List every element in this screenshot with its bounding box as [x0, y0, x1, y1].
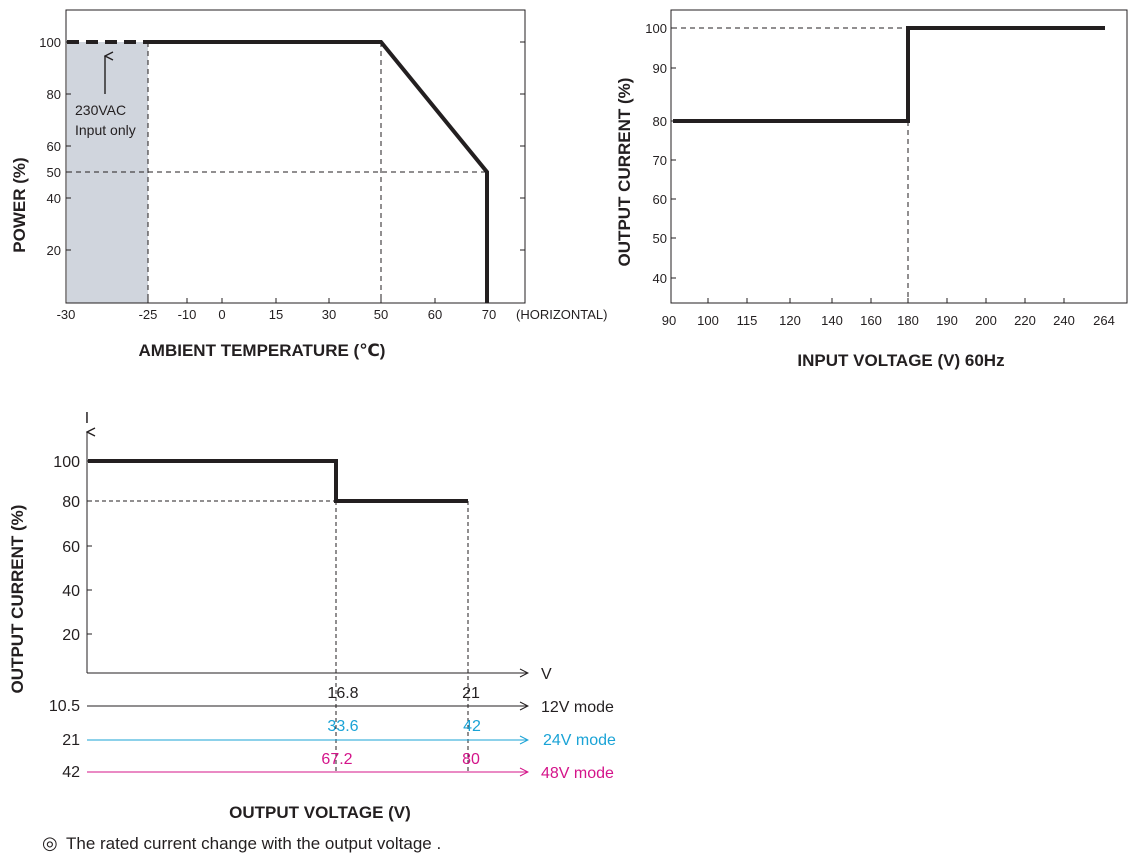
- x-tick-label: 180: [897, 313, 919, 328]
- mode-48v-start: 42: [62, 764, 80, 781]
- y-tick-label: 80: [62, 494, 80, 511]
- x-tick-label: -30: [57, 307, 76, 322]
- y-tick-label: 80: [47, 87, 61, 102]
- shaded-note-line1: 230VAC: [75, 102, 126, 118]
- x-tick-label: 50: [374, 307, 388, 322]
- x-tick-label: 90: [662, 313, 676, 328]
- static-y-tick-labels: 100 90 80 70 60 50 40: [645, 21, 667, 286]
- mode-start-labels: 10.5 21 42: [49, 698, 80, 781]
- derating-x-axis-title: AMBIENT TEMPERATURE (℃): [139, 341, 386, 360]
- x-tick-label: 115: [737, 313, 758, 328]
- mode-48v-name: 48V mode: [541, 765, 614, 782]
- derating-y-axis-title: POWER (%): [10, 157, 29, 252]
- iv-y-axis-title: OUTPUT CURRENT (%): [8, 505, 27, 694]
- x-tick-label: 60: [428, 307, 442, 322]
- x-tick-label: 120: [779, 313, 801, 328]
- x-tick-label: 264: [1093, 313, 1115, 328]
- footnote-text: The rated current change with the output…: [66, 834, 441, 853]
- static-y-ticks: [671, 27, 676, 279]
- mode-12v-start: 10.5: [49, 698, 80, 715]
- mode-12v-v1: 16.8: [327, 685, 358, 702]
- iv-y-tick-labels: 100 80 60 40 20: [53, 454, 80, 644]
- y-tick-label: 20: [47, 243, 61, 258]
- static-x-ticks: [707, 298, 1065, 303]
- iv-x-axis-title: OUTPUT VOLTAGE (V): [229, 803, 411, 822]
- y-tick-label: 70: [653, 153, 667, 168]
- derating-y-tick-labels: 100 80 60 50 40 20: [39, 35, 61, 258]
- derating-x-suffix: (HORIZONTAL): [516, 307, 607, 322]
- mode-24v-start: 21: [62, 732, 80, 749]
- x-tick-label: 240: [1053, 313, 1075, 328]
- y-tick-label: 50: [653, 231, 667, 246]
- y-tick-label: 40: [62, 583, 80, 600]
- x-tick-label: 30: [322, 307, 336, 322]
- x-tick-label: 70: [482, 307, 496, 322]
- mode-24v-v1: 33.6: [327, 718, 358, 735]
- y-tick-label: 100: [645, 21, 667, 36]
- x-tick-label: 220: [1014, 313, 1036, 328]
- footnote-symbol: ◎: [42, 833, 58, 853]
- y-tick-label: 20: [62, 627, 80, 644]
- y-tick-label: 100: [53, 454, 80, 471]
- mode-24v-v2: 42: [463, 718, 481, 735]
- static-x-tick-labels: 90 100 115 120 140 160 180 190 200 220 2…: [662, 313, 1115, 328]
- mode-12v-v2: 21: [462, 685, 480, 702]
- derating-chart: 230VAC Input only 100 80 60 50 40 20 -30…: [10, 9, 607, 360]
- static-frame: [670, 9, 1128, 304]
- iv-x-axis-symbol: V: [541, 666, 552, 683]
- y-tick-label: 90: [653, 61, 667, 76]
- mode-value-labels: 16.8 21 33.6 42 67.2 80: [321, 685, 481, 768]
- mode-48v-v1: 67.2: [321, 751, 352, 768]
- x-tick-label: 15: [269, 307, 283, 322]
- mode-12v-name: 12V mode: [541, 699, 614, 716]
- iv-y-ticks: [87, 460, 92, 635]
- y-tick-label: 50: [47, 165, 61, 180]
- static-series-current: [673, 26, 1105, 123]
- x-tick-label: 0: [218, 307, 225, 322]
- y-tick-label: 60: [653, 192, 667, 207]
- static-y-axis-title: OUTPUT CURRENT (%): [615, 78, 634, 267]
- x-tick-label: -25: [139, 307, 158, 322]
- y-tick-label: 60: [47, 139, 61, 154]
- y-tick-label: 80: [653, 114, 667, 129]
- static-x-axis-title: INPUT VOLTAGE (V) 60Hz: [797, 351, 1004, 370]
- iv-series-current: [88, 459, 468, 503]
- shaded-note-line2: Input only: [75, 122, 136, 138]
- mode-24v-name: 24V mode: [543, 732, 616, 749]
- y-tick-label: 60: [62, 539, 80, 556]
- x-tick-label: 100: [697, 313, 719, 328]
- y-tick-label: 40: [47, 191, 61, 206]
- x-tick-label: -10: [178, 307, 197, 322]
- x-tick-label: 190: [936, 313, 958, 328]
- x-tick-label: 140: [821, 313, 843, 328]
- derating-series-power: [148, 40, 489, 303]
- y-tick-label: 40: [653, 271, 667, 286]
- y-tick-label: 100: [39, 35, 61, 50]
- x-tick-label: 160: [860, 313, 882, 328]
- iv-chart: I V 100 80 60 40 20: [8, 410, 616, 822]
- derating-x-ticks: [147, 298, 488, 303]
- derating-x-tick-labels: -30 -25 -10 0 15 30 50 60 70: [57, 307, 497, 322]
- x-tick-label: 200: [975, 313, 997, 328]
- static-chart: 100 90 80 70 60 50 40 90 100 115 120 140…: [615, 9, 1128, 370]
- mode-48v-v2: 80: [462, 751, 480, 768]
- derating-frame: [65, 9, 526, 304]
- footnote: ◎ The rated current change with the outp…: [42, 833, 441, 853]
- iv-y-axis-symbol: I: [85, 410, 89, 427]
